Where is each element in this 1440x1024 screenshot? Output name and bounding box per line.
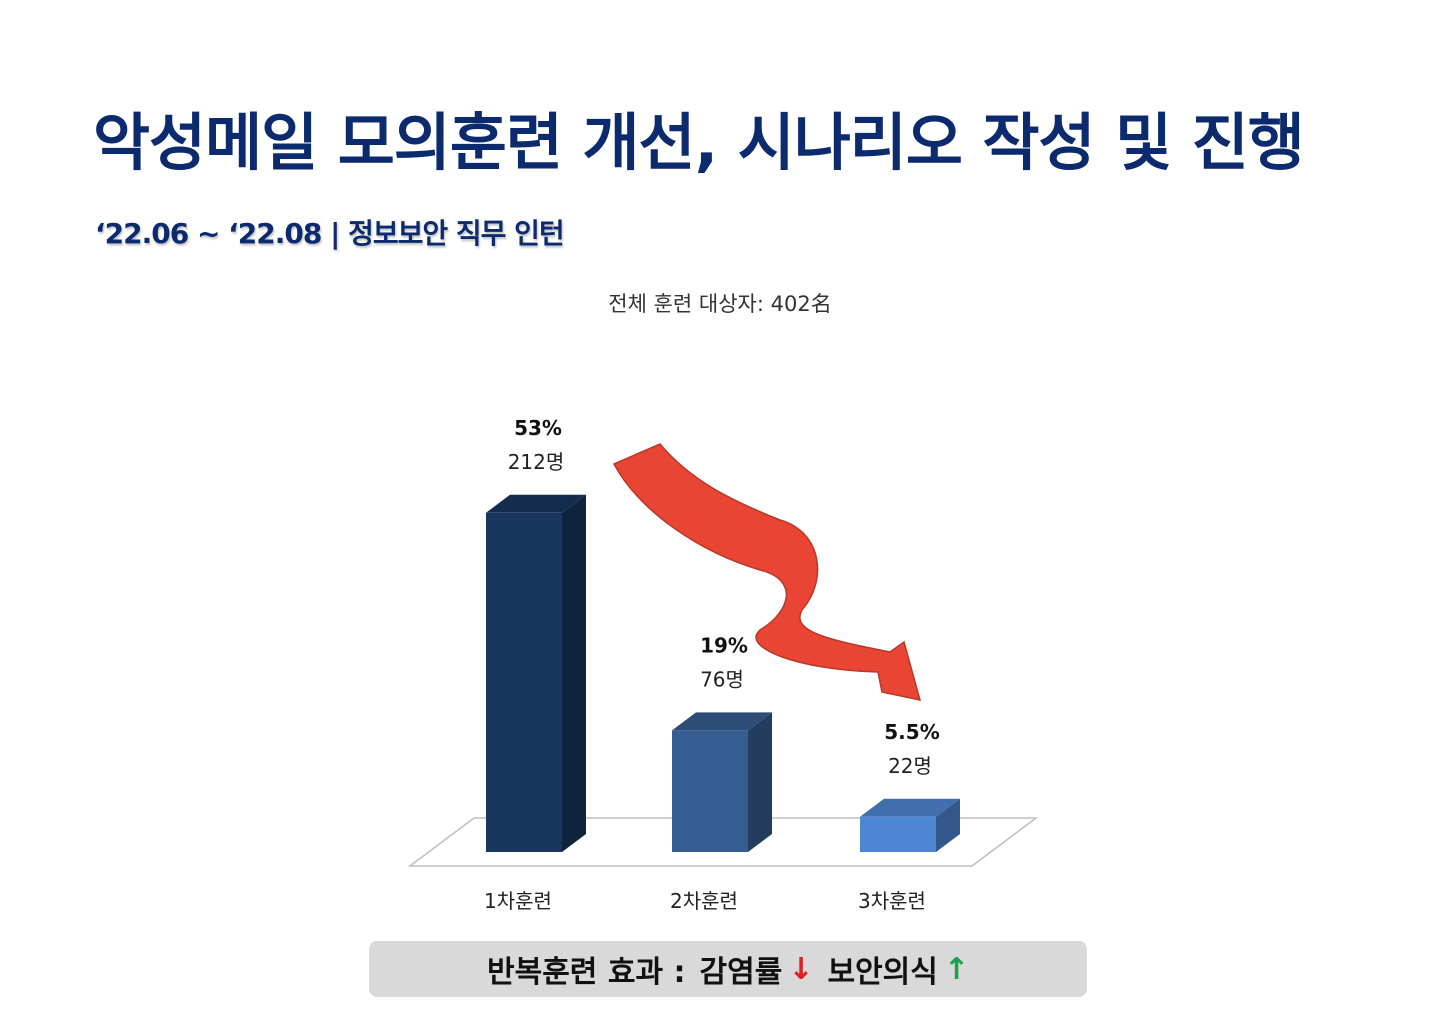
down-arrow-icon: ↓ — [788, 952, 813, 987]
trend-down-arrow — [614, 444, 920, 700]
bar-side — [562, 495, 586, 852]
bar-percent-label: 5.5% — [884, 720, 939, 744]
bar-percent-label: 53% — [514, 416, 562, 440]
category-label: 1차훈련 — [484, 889, 552, 913]
up-arrow-icon: ↑ — [944, 952, 969, 987]
summary-label: 반복훈련 효과 : — [487, 947, 686, 991]
bar — [486, 513, 562, 852]
category-label: 2차훈련 — [670, 889, 738, 913]
bar-count-label: 22명 — [888, 754, 932, 778]
summary-security-awareness: 보안의식 — [827, 947, 937, 991]
category-label: 3차훈련 — [858, 889, 926, 913]
bar-percent-label: 19% — [700, 633, 748, 657]
bar — [672, 730, 748, 852]
bar-count-label: 76명 — [700, 667, 744, 691]
summary-infection-rate: 감염률 — [700, 947, 783, 991]
summary-box: 반복훈련 효과 : 감염률 ↓ 보안의식 ↑ — [369, 941, 1087, 997]
bar-count-label: 212명 — [508, 450, 565, 474]
bar-side — [748, 712, 772, 852]
bar — [860, 817, 936, 852]
